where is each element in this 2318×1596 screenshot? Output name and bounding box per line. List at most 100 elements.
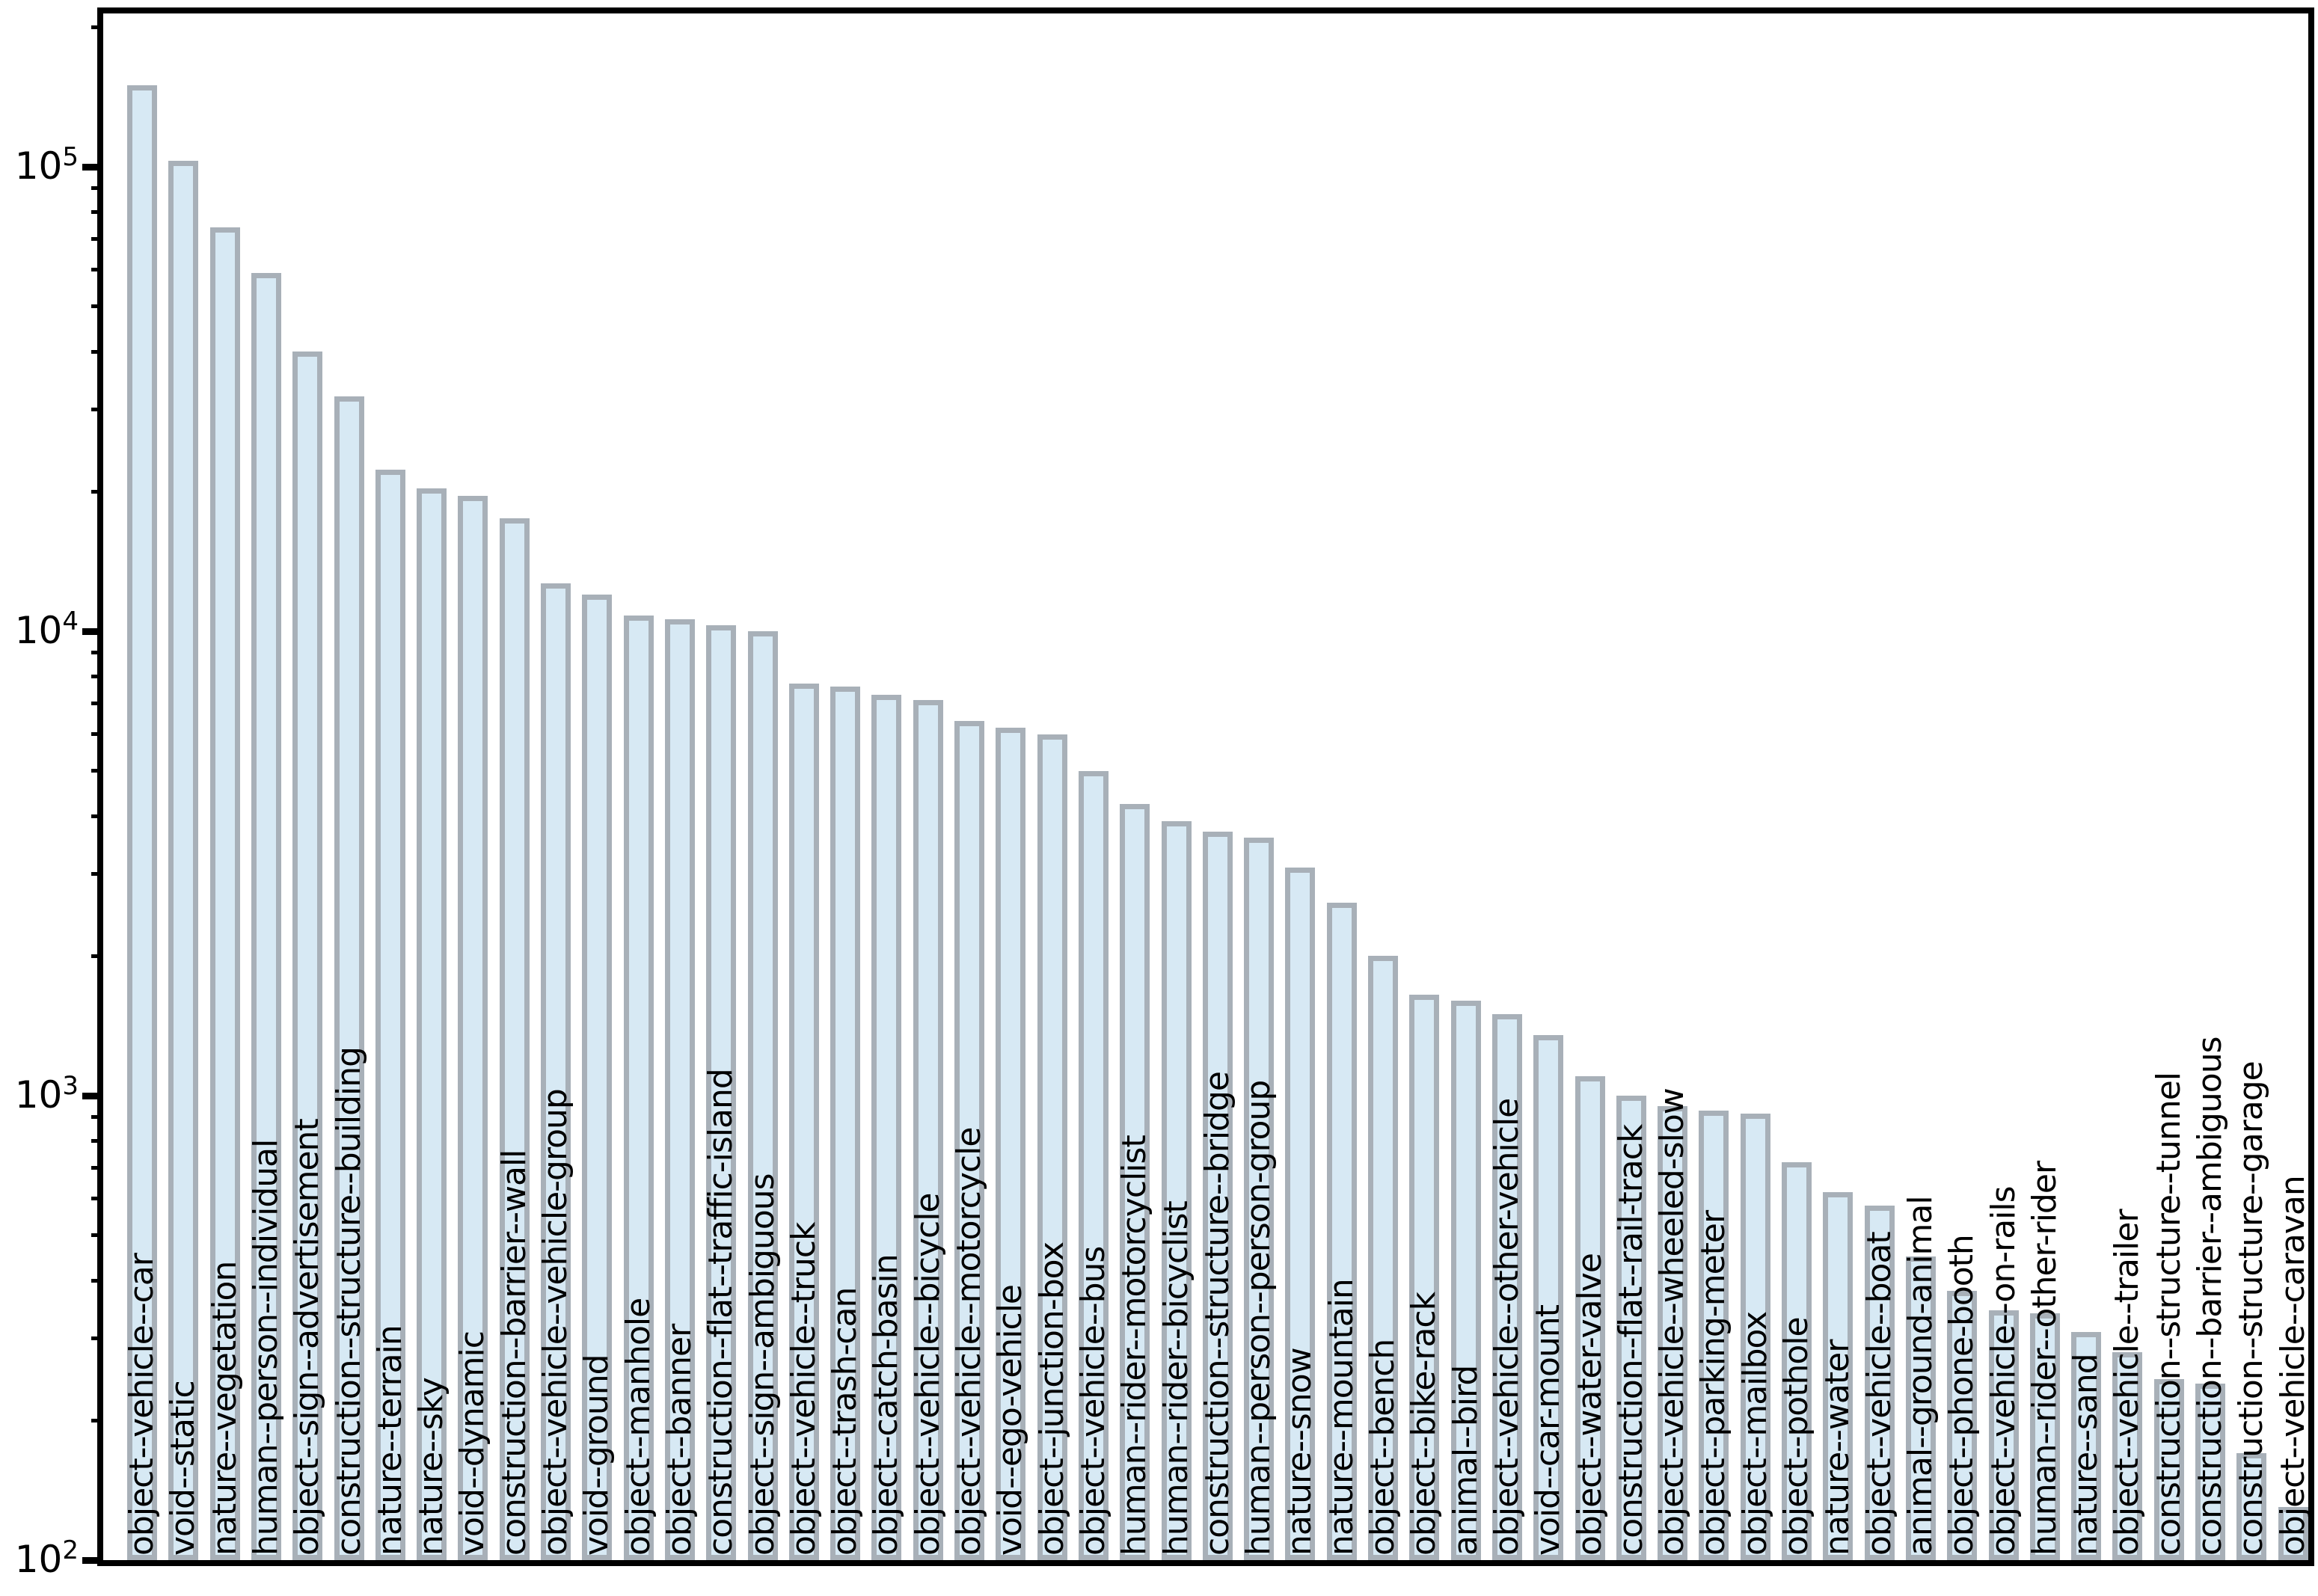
bar-label: nature--water (1818, 1339, 1857, 1556)
bar-label: animal--bird (1446, 1365, 1485, 1556)
bar-label: human--rider--other-rider (2025, 1161, 2064, 1556)
y-minor-tick (91, 1165, 103, 1170)
bar (375, 469, 405, 1560)
y-major-tick (82, 163, 103, 171)
bar (1161, 820, 1192, 1560)
bar-label: object--bench (1364, 1339, 1402, 1556)
y-major-tick (82, 627, 103, 635)
y-minor-tick (91, 185, 103, 190)
y-minor-tick (91, 1418, 103, 1422)
bar-label: void--dynamic (453, 1331, 492, 1556)
bar (623, 616, 654, 1560)
bar-label: object--water-valve (1570, 1253, 1609, 1556)
bar (2195, 1383, 2225, 1560)
y-minor-tick (91, 732, 103, 737)
bar (1575, 1076, 1605, 1560)
bar (1244, 837, 1275, 1560)
bar-label: construction--structure--bridge (1198, 1072, 1236, 1556)
bar-label: construction--structure--building (329, 1046, 368, 1556)
bar (1326, 903, 1357, 1560)
bar-label: object--vehicle--bus (1073, 1246, 1112, 1556)
bar (2153, 1379, 2184, 1560)
bar-label: human--rider--motorcyclist (1115, 1135, 1154, 1556)
bar (2278, 1507, 2308, 1560)
y-minor-tick (91, 872, 103, 877)
bar-label: object--catch-basin (867, 1254, 906, 1556)
bar-label: object--vehicle--car (123, 1253, 161, 1556)
bar (1450, 1001, 1481, 1560)
bar-label: construction--structure--garage (2232, 1061, 2271, 1556)
y-major-tick (82, 1556, 103, 1564)
bar-label: object--vehicle--truck (784, 1222, 823, 1556)
bar (830, 687, 861, 1560)
y-minor-tick (91, 489, 103, 494)
bar-label: object--parking-meter (1694, 1210, 1733, 1556)
bar-label: void--static (164, 1381, 203, 1556)
bar (334, 396, 364, 1560)
y-minor-tick (91, 236, 103, 241)
bar (1491, 1013, 1522, 1560)
bar (2236, 1452, 2267, 1560)
bar-label: construction--flat--rail-track (1611, 1124, 1650, 1556)
bar-label: object--banner (660, 1324, 699, 1556)
bar-label: object--junction-box (1032, 1241, 1071, 1556)
bar-label: object--vehicle--trailer (2108, 1209, 2147, 1556)
bar (1947, 1290, 1978, 1560)
bar (1988, 1310, 2019, 1560)
bar-label: object--trash-can (826, 1287, 865, 1556)
y-minor-tick (91, 1114, 103, 1119)
y-minor-tick (91, 1138, 103, 1143)
bar (168, 161, 199, 1560)
y-minor-tick (91, 1278, 103, 1283)
bar-label: object--vehicle--bicycle (908, 1193, 947, 1556)
bar-label: object--vehicle--vehicle-group (536, 1089, 574, 1556)
bar (1409, 994, 1440, 1560)
bar-label: construction--barrier--ambiguous (2191, 1037, 2229, 1556)
plot-frame (97, 7, 2314, 1566)
bar (292, 352, 323, 1560)
bar-label: human--person--person-group (1239, 1080, 1278, 1556)
bar (788, 684, 819, 1560)
bar (954, 721, 984, 1560)
bar-label: object--vehicle--on-rails (1984, 1186, 2023, 1556)
bar (1616, 1096, 1646, 1560)
bar-label: object--vehicle--boat (1859, 1232, 1898, 1556)
bar (582, 594, 613, 1560)
y-tick-label: 103 (14, 1071, 79, 1117)
bar-label: object--pothole (1777, 1317, 1815, 1556)
bar-label: object--vehicle--motorcycle (950, 1127, 988, 1556)
y-minor-tick (91, 1233, 103, 1238)
bar-label: nature--snow (1281, 1348, 1319, 1556)
y-minor-tick (91, 814, 103, 818)
y-minor-tick (91, 209, 103, 214)
bar-label: nature--vegetation (205, 1261, 244, 1556)
bar (1533, 1035, 1564, 1560)
y-minor-tick (91, 674, 103, 678)
bar-label: void--ground (577, 1354, 616, 1556)
y-tick-label: 102 (14, 1535, 79, 1581)
bar (2112, 1352, 2143, 1560)
y-minor-tick (91, 408, 103, 412)
bar-label: construction--flat--traffic-island (702, 1069, 741, 1556)
bar (1368, 956, 1398, 1560)
bar-label: object--mailbox (1735, 1311, 1774, 1556)
y-minor-tick (91, 1336, 103, 1341)
y-minor-tick (91, 25, 103, 29)
bar-label: nature--mountain (1322, 1279, 1361, 1556)
bar-label: nature--sand (2067, 1354, 2106, 1556)
bar (1905, 1256, 1936, 1560)
bar (541, 583, 571, 1560)
bar (1740, 1113, 1770, 1560)
bar-label: nature--terrain (370, 1325, 409, 1556)
bar (664, 619, 695, 1560)
bar-label: object--sign--ambiguous (743, 1173, 782, 1556)
bar-label: void--car-mount (1529, 1305, 1568, 1556)
y-minor-tick (91, 701, 103, 705)
bar-label: human--person--individual (246, 1139, 285, 1556)
bar (1699, 1110, 1729, 1560)
bar (1782, 1161, 1812, 1560)
y-minor-tick (91, 769, 103, 773)
y-minor-tick (91, 349, 103, 354)
y-minor-tick (91, 1197, 103, 1201)
